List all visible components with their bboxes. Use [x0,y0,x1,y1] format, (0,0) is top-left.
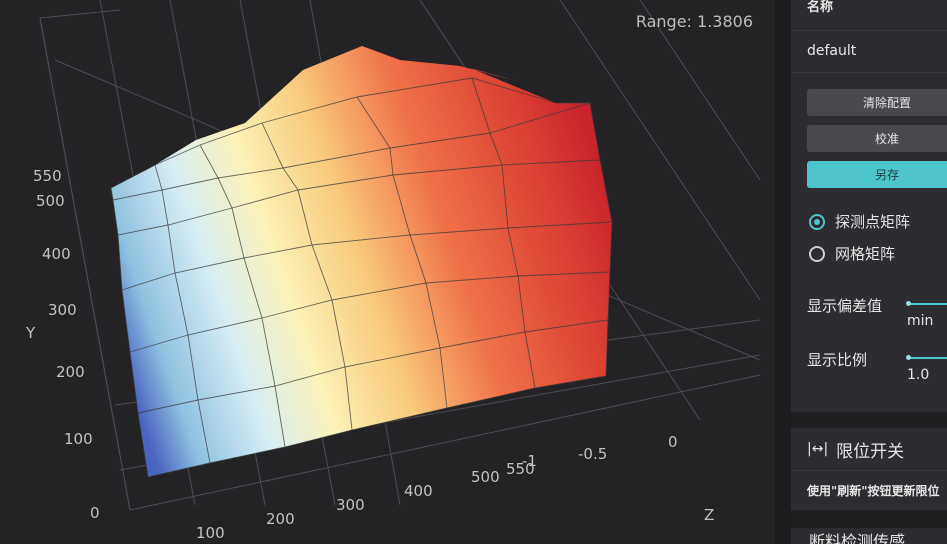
grid-line [559,0,761,301]
y-tick-label: 0 [90,504,100,522]
y-tick-label: 500 [36,192,65,210]
mesh-col-line [154,164,211,464]
z-tick-label: -1 [522,452,537,470]
grid-line [39,9,121,19]
grid-line [39,17,131,511]
mesh-col-line [556,102,613,377]
radio-grid-matrix[interactable]: 网格矩阵 [809,243,895,264]
panel-divider [775,0,791,544]
show-ratio-label: 显示比例 [807,351,868,369]
y-tick-label: 400 [42,245,71,263]
mesh-col-line [110,187,149,478]
show-deviation-label: 显示偏差值 [807,297,883,315]
name-column-header: 名称 [791,0,947,31]
bed-mesh-viewport[interactable]: 550 500 400 300 200 100 0 100 200 300 400 500 550 -1-… [0,0,775,544]
radio-checked-icon [809,213,825,230]
range-label: Range: 1.3806 [635,12,753,31]
limit-switch-icon: |↔| [807,441,829,457]
limit-switch-header[interactable]: |↔| 限位开关 [791,428,947,471]
mesh-settings-panel: 名称 default 清除配置 校准 另存 探测点矩阵 网格矩阵 显示偏差值 m… [791,0,947,544]
mesh-surface [111,46,612,477]
radio-unchecked-icon [809,245,825,262]
y-tick-label: 550 [33,167,62,185]
ratio-slider-value: 1.0 [907,367,930,383]
mesh-col-line [471,77,536,389]
z-axis-title: Z [704,506,714,524]
x-tick-label: 200 [266,510,295,528]
deviation-slider-value: min [907,313,934,329]
ratio-slider-thumb[interactable] [906,355,911,360]
filament-sensor-header[interactable]: 断料检测传感 [791,528,947,544]
z-tick-label: 0 [668,433,678,451]
x-tick-label: 400 [404,482,433,500]
x-tick-label: 300 [336,496,365,514]
grid-line [639,0,761,181]
mesh-col-line [199,144,286,448]
ratio-slider-track[interactable] [907,357,947,359]
z-tick-label: -0.5 [578,445,607,463]
mesh-col-line [261,122,353,431]
section-divider-2 [791,510,947,528]
y-axis-title: Y [25,324,36,342]
x-tick-label: 100 [196,524,225,542]
section-divider [791,412,947,428]
grid-line [129,374,761,511]
clear-config-button[interactable]: 清除配置 [807,89,947,116]
mesh-col-line [356,96,448,409]
limit-switch-title: 限位开关 [836,441,905,462]
radio-probe-matrix[interactable]: 探测点矩阵 [809,211,910,232]
x-tick-label: 500 [471,468,500,486]
save-as-button[interactable]: 另存 [807,161,947,188]
y-tick-label: 100 [64,430,93,448]
deviation-slider-thumb[interactable] [906,301,911,306]
radio-probe-label: 探测点矩阵 [835,213,911,231]
profile-name-row[interactable]: default [791,30,947,73]
y-tick-label: 300 [48,301,77,319]
calibrate-button[interactable]: 校准 [807,125,947,152]
radio-grid-label: 网格矩阵 [835,245,896,263]
y-tick-label: 200 [56,363,85,381]
limit-switch-description: 使用"刷新"按钮更新限位 [807,484,940,498]
x-tick-label: 550 [506,460,535,478]
deviation-slider-track[interactable] [907,303,947,305]
